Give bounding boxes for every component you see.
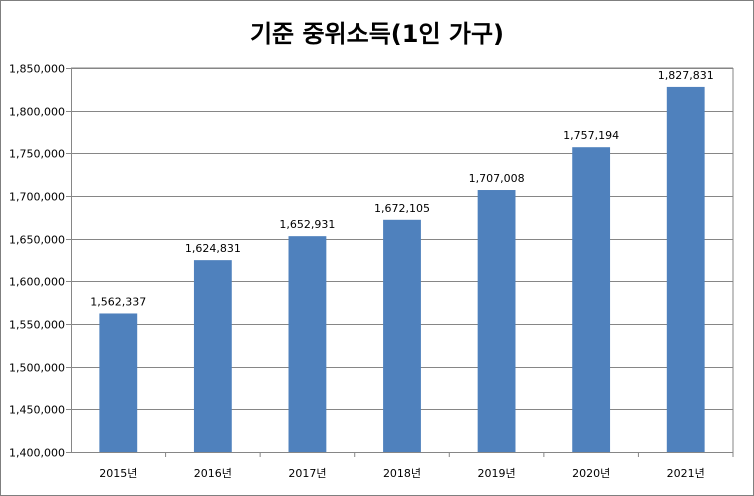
y-tick-label: 1,750,000	[9, 148, 65, 161]
x-tick-label: 2017년	[288, 467, 326, 480]
y-tick-label: 1,500,000	[9, 362, 65, 375]
chart-title: 기준 중위소득(1인 가구)	[249, 20, 505, 48]
y-tick-label: 1,400,000	[9, 447, 65, 460]
data-labels: 1,562,337 1,624,831 1,652,931 1,672,105 1,70…	[90, 69, 713, 309]
bar	[193, 260, 232, 452]
data-label: 1,624,831	[185, 242, 241, 255]
x-tick-label: 2015년	[99, 467, 137, 480]
data-label: 1,827,831	[658, 69, 714, 82]
x-tick-label: 2020년	[572, 467, 610, 480]
bar	[99, 313, 138, 452]
y-tick-label: 1,550,000	[9, 319, 65, 332]
bar	[572, 147, 611, 452]
data-label: 1,562,337	[90, 295, 146, 308]
data-label: 1,672,105	[374, 202, 430, 215]
bar	[383, 219, 421, 452]
bars	[99, 86, 705, 453]
x-axis: 2015년 2016년 2017년 2018년 2019년 2020년 2021년	[71, 452, 734, 480]
y-tick-label: 1,650,000	[9, 234, 65, 247]
y-tick-label: 1,600,000	[9, 276, 65, 289]
y-tick-label: 1,450,000	[9, 404, 65, 417]
x-tick-label: 2019년	[478, 467, 516, 480]
x-tick-label: 2018년	[383, 467, 421, 480]
bar	[666, 86, 705, 453]
data-label: 1,707,008	[469, 172, 525, 185]
x-tick-label: 2021년	[667, 467, 705, 480]
y-axis: 1,400,000 1,450,000 1,500,000 1,550,000 1,60…	[9, 63, 72, 460]
bar	[288, 236, 327, 452]
y-tick-label: 1,700,000	[9, 191, 65, 204]
y-tick-label: 1,850,000	[9, 63, 65, 76]
data-label: 1,757,194	[563, 129, 619, 142]
bar	[477, 190, 516, 452]
x-tick-label: 2016년	[194, 467, 232, 480]
data-label: 1,652,931	[279, 218, 335, 231]
y-tick-label: 1,800,000	[9, 106, 65, 119]
